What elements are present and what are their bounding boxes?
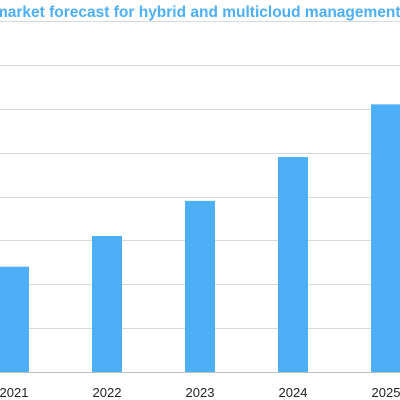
- x-tick-label-2025: 2025: [372, 385, 400, 400]
- chart-title: market forecast for hybrid and multiclou…: [0, 4, 400, 21]
- bars: [0, 104, 400, 373]
- x-tick-label-2022: 2022: [93, 385, 122, 400]
- x-tick-label-2021: 2021: [0, 385, 28, 400]
- bar-2023: [185, 200, 215, 372]
- bar-2022: [92, 235, 122, 372]
- x-tick-label-2024: 2024: [279, 385, 308, 400]
- x-tick-label-2023: 2023: [186, 385, 215, 400]
- bar-2021: [0, 266, 29, 372]
- bar-2024: [278, 157, 308, 372]
- bar-2025: [371, 104, 400, 373]
- x-tick-labels: 2021 2022 2023 2024 2025: [0, 385, 400, 400]
